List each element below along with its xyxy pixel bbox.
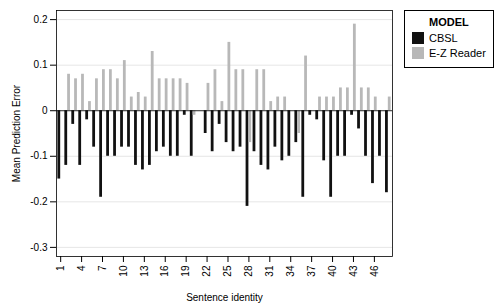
html-text:CBSL: CBSL — [429, 32, 458, 44]
svg-text:22: 22 — [201, 265, 212, 277]
svg-text:10: 10 — [118, 265, 129, 277]
svg-text:1: 1 — [55, 265, 66, 271]
svg-text:Mean Prediction Error: Mean Prediction Error — [11, 84, 22, 182]
svg-text:-0.1: -0.1 — [30, 150, 48, 161]
svg-text:19: 19 — [180, 265, 191, 277]
svg-text:0.1: 0.1 — [34, 59, 48, 70]
svg-text:0: 0 — [42, 105, 48, 116]
svg-text:34: 34 — [285, 265, 296, 277]
svg-text:-0.2: -0.2 — [30, 196, 48, 207]
svg-text:7: 7 — [97, 265, 108, 271]
svg-text:0.2: 0.2 — [34, 14, 48, 25]
svg-text:28: 28 — [243, 265, 254, 277]
svg-text:-0.3: -0.3 — [30, 242, 48, 253]
svg-text:4: 4 — [76, 265, 87, 271]
svg-text:16: 16 — [159, 265, 170, 277]
svg-text:40: 40 — [327, 265, 338, 277]
svg-text:13: 13 — [139, 265, 150, 277]
svg-text:43: 43 — [348, 265, 359, 277]
svg-text:46: 46 — [369, 265, 380, 277]
html-text:MODEL: MODEL — [429, 16, 469, 28]
html-text:E-Z Reader: E-Z Reader — [429, 47, 486, 59]
svg-text:31: 31 — [264, 265, 275, 277]
svg-text:37: 37 — [306, 265, 317, 277]
svg-text:25: 25 — [222, 265, 233, 277]
svg-text:Sentence identity: Sentence identity — [186, 292, 263, 303]
